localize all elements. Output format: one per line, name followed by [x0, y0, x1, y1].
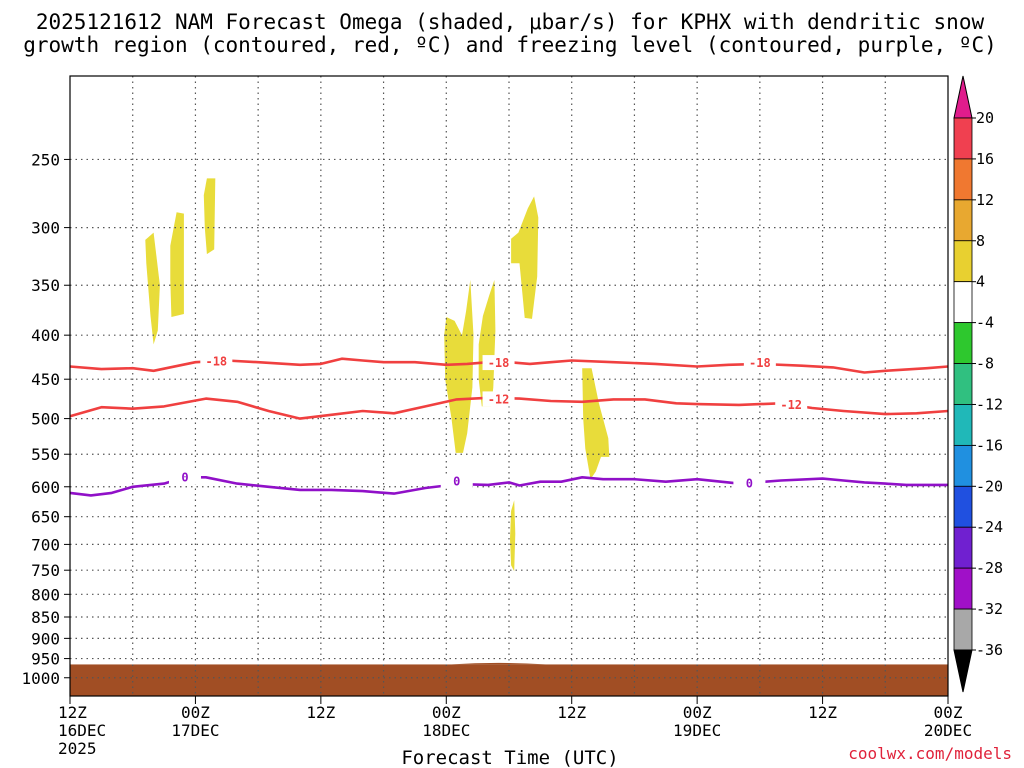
contour-label-0-2: -18 [749, 356, 771, 370]
plot-area: -18 -18 -18 -12 -12 0 0 0 [69, 75, 949, 697]
omega-patch-3 [203, 178, 216, 255]
y-tick-label-650: 650 [31, 508, 60, 527]
y-tick-label-550: 550 [31, 445, 60, 464]
colorbar-label-2: 12 [976, 191, 994, 209]
colorbar-band-11 [953, 567, 973, 610]
y-tick-label-300: 300 [31, 219, 60, 238]
contour-label-bg-2-0 [168, 469, 201, 485]
x-tick-label-84-0: 00Z [934, 703, 963, 722]
colorbar: 20 16 12 8 4 -4 -8 -12 -16 -20 -24 -28 -32 -36 [953, 75, 1003, 693]
contour-label-0-1: -18 [488, 356, 510, 370]
contour-label-2-0: 0 [181, 470, 188, 484]
omega-patch-6 [511, 196, 539, 319]
contour-line-2 [69, 476, 948, 497]
y-tick-label-400: 400 [31, 326, 60, 345]
omega-patch-4 [444, 279, 474, 453]
omega-patch-1 [145, 232, 160, 345]
y-tick-label-350: 350 [31, 276, 60, 295]
colorbar-band-10 [953, 526, 973, 569]
x-axis-label: Forecast Time (UTC) [401, 747, 618, 768]
x-tick-label-36-1: 18DEC [422, 721, 470, 740]
omega-patch-2 [170, 212, 184, 317]
plot-frame [69, 75, 949, 697]
contour-label-bg-1-1 [775, 396, 808, 412]
colorbar-band-12 [953, 608, 973, 651]
colorbar-band-1 [953, 158, 973, 201]
colorbar-band-9 [953, 485, 973, 528]
y-tick-label-750: 750 [31, 561, 60, 580]
contour-label-bg-1-0 [482, 391, 515, 407]
contour-label-1-0: -12 [488, 392, 510, 406]
x-tick-label-72-0: 12Z [808, 703, 837, 722]
y-tick-label-850: 850 [31, 608, 60, 627]
x-tick-label-24-0: 12Z [306, 703, 335, 722]
colorbar-label-12: -32 [976, 600, 1003, 618]
contour-label-bg-0-2 [743, 355, 776, 371]
colorbar-label-5: -4 [976, 314, 994, 332]
colorbar-label-4: 4 [976, 273, 985, 291]
y-tick-label-800: 800 [31, 585, 60, 604]
x-tick-label-60-0: 00Z [683, 703, 712, 722]
contour-label-bg-2-1 [440, 473, 473, 489]
y-tick-label-450: 450 [31, 370, 60, 389]
terrain-fill [70, 664, 948, 696]
colorbar-band-5 [953, 322, 973, 364]
colorbar-band-2 [953, 199, 973, 242]
x-tick-label-0-2: 2025 [58, 739, 97, 758]
chart-title-line2: growth region (contoured, red, ºC) and f… [23, 33, 997, 57]
contour-label-1-1: -12 [780, 398, 802, 412]
y-tick-label-700: 700 [31, 535, 60, 554]
omega-patch-8 [510, 500, 516, 572]
y-axis: 250 300 350 400 450 500 550 600 650 700 750 800 850 9… [21, 150, 70, 688]
terrain-bump [451, 662, 546, 665]
credit-text[interactable]: coolwx.com/models [848, 744, 1012, 763]
colorbar-band-7 [953, 404, 973, 446]
colorbar-band-3 [953, 240, 973, 283]
colorbar-label-3: 8 [976, 232, 985, 250]
y-tick-label-900: 900 [31, 629, 60, 648]
x-tick-label-12-0: 00Z [181, 703, 210, 722]
y-tick-label-1000: 1000 [21, 669, 60, 688]
x-tick-label-60-1: 19DEC [673, 721, 721, 740]
colorbar-label-0: 20 [976, 109, 994, 127]
y-tick-label-500: 500 [31, 410, 60, 429]
colorbar-label-13: -36 [976, 641, 1003, 659]
omega-patch-7 [582, 368, 610, 480]
colorbar-label-8: -16 [976, 436, 1003, 454]
colorbar-bottom-arrow [953, 649, 973, 693]
y-tick-label-600: 600 [31, 478, 60, 497]
colorbar-band-8 [953, 444, 973, 487]
contour-label-bg-0-0 [200, 353, 233, 369]
contour-label-bg-2-2 [733, 475, 766, 491]
colorbar-label-9: -20 [976, 477, 1003, 495]
x-tick-label-0-0: 12Z [58, 703, 87, 722]
x-tick-label-84-1: 20DEC [924, 721, 972, 740]
colorbar-label-1: 16 [976, 150, 994, 168]
y-tick-label-250: 250 [31, 150, 60, 169]
chart-title-line1: 2025121612 NAM Forecast Omega (shaded, μ… [36, 10, 985, 34]
colorbar-band-6 [953, 363, 973, 405]
x-tick-label-48-0: 12Z [557, 703, 586, 722]
colorbar-band-4 [953, 281, 973, 324]
contour-label-0-0: -18 [205, 354, 227, 368]
contour-label-2-1: 0 [453, 475, 460, 489]
y-tick-label-950: 950 [31, 650, 60, 669]
omega-patch-5 [478, 279, 496, 407]
colorbar-label-10: -24 [976, 518, 1003, 536]
x-tick-label-36-0: 00Z [432, 703, 461, 722]
x-tick-label-12-1: 17DEC [171, 721, 219, 740]
contour-label-bg-0-1 [482, 355, 515, 371]
colorbar-label-11: -28 [976, 559, 1003, 577]
contour-label-2-2: 0 [746, 477, 753, 491]
colorbar-band-0 [953, 117, 973, 160]
colorbar-label-7: -12 [976, 395, 1003, 413]
colorbar-top-arrow [953, 75, 973, 119]
colorbar-label-6: -8 [976, 355, 994, 373]
x-tick-label-0-1: 16DEC [58, 721, 106, 740]
